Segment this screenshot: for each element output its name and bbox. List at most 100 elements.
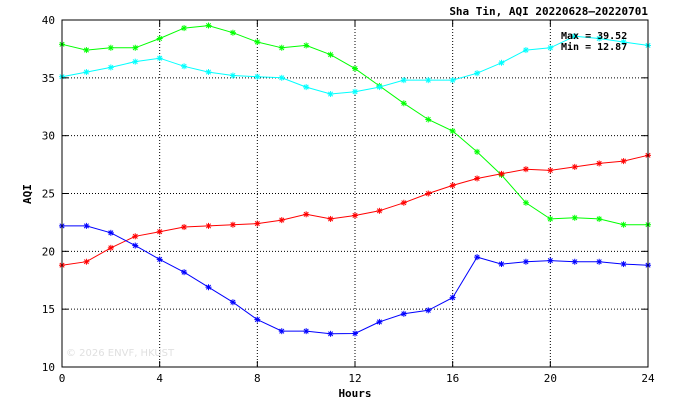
data-point (107, 44, 114, 51)
data-point (352, 88, 358, 95)
data-point (498, 261, 505, 268)
data-point (547, 167, 554, 174)
data-point (571, 258, 578, 265)
data-point (83, 69, 90, 76)
data-point (474, 254, 481, 261)
data-point (229, 221, 236, 228)
data-point (498, 59, 505, 66)
data-point (107, 64, 114, 71)
data-point (522, 258, 529, 265)
x-tick-label: 16 (446, 372, 459, 385)
data-point (83, 258, 90, 265)
data-point (303, 84, 310, 91)
data-point (449, 182, 456, 189)
series-1 (59, 33, 651, 98)
y-tick-label: 20 (42, 245, 55, 258)
data-point (303, 42, 310, 49)
data-point (425, 190, 432, 197)
y-axis-ticks: 10 15 20 25 30 35 40 (42, 14, 648, 374)
data-point (205, 69, 212, 76)
data-point (376, 207, 383, 214)
data-point (327, 51, 334, 58)
data-point (547, 257, 554, 264)
data-point (498, 170, 505, 177)
data-point (425, 77, 432, 84)
data-point (181, 63, 188, 70)
data-point (181, 224, 188, 231)
data-point (132, 233, 139, 240)
data-point (400, 77, 407, 84)
chart-title: Sha Tin, AQI 20220628–20220701 (449, 5, 648, 18)
data-point (205, 284, 212, 291)
data-point (571, 33, 578, 40)
data-point (474, 175, 481, 182)
data-point (522, 166, 529, 173)
data-point (474, 148, 481, 155)
y-tick-label: 25 (42, 188, 55, 201)
x-tick-label: 8 (254, 372, 261, 385)
data-point (254, 38, 261, 45)
y-tick-label: 40 (42, 14, 55, 27)
data-point (596, 215, 603, 222)
data-point (571, 163, 578, 170)
data-point (596, 35, 603, 42)
data-point (181, 269, 188, 276)
data-point (83, 222, 90, 229)
data-point (547, 215, 554, 222)
x-tick-label: 4 (156, 372, 163, 385)
data-point (571, 214, 578, 221)
data-point (278, 74, 285, 81)
data-point (620, 261, 627, 268)
data-point (327, 215, 334, 222)
data-point (425, 307, 432, 314)
data-point (107, 244, 114, 251)
x-tick-label: 12 (348, 372, 361, 385)
data-point (229, 29, 236, 36)
data-point (327, 330, 334, 337)
data-point (596, 160, 603, 167)
data-point (376, 318, 383, 325)
data-point (278, 328, 285, 335)
data-point (303, 328, 310, 335)
data-point (449, 294, 456, 301)
data-point (547, 44, 554, 51)
data-point (205, 222, 212, 229)
y-tick-label: 15 (42, 303, 55, 316)
data-point (254, 220, 261, 227)
data-point (205, 22, 212, 29)
data-point (400, 310, 407, 317)
data-point (254, 316, 261, 323)
data-point (132, 242, 139, 249)
series-group (59, 22, 651, 337)
data-point (181, 25, 188, 32)
data-point (522, 47, 529, 54)
data-point (352, 330, 358, 337)
data-point (278, 44, 285, 51)
grid (62, 20, 648, 367)
data-point (156, 35, 163, 42)
data-point (327, 91, 334, 98)
data-point (620, 158, 627, 165)
data-point (156, 228, 163, 235)
data-point (352, 212, 358, 219)
data-point (449, 77, 456, 84)
data-point (229, 72, 236, 79)
data-point (156, 256, 163, 263)
min-label: Min = 12.87 (561, 41, 627, 53)
watermark: © 2026 ENVF, HKUST (66, 348, 175, 359)
data-point (596, 258, 603, 265)
series-3 (59, 222, 651, 337)
x-tick-label: 0 (59, 372, 66, 385)
data-point (83, 47, 90, 54)
data-point (425, 116, 432, 123)
data-point (156, 55, 163, 62)
data-point (229, 299, 236, 306)
data-point (449, 128, 456, 135)
y-tick-label: 35 (42, 72, 55, 85)
y-tick-label: 10 (42, 361, 55, 374)
series-2 (59, 152, 651, 269)
x-tick-label: 20 (544, 372, 557, 385)
y-axis-title: AQI (21, 184, 34, 204)
data-point (400, 199, 407, 206)
